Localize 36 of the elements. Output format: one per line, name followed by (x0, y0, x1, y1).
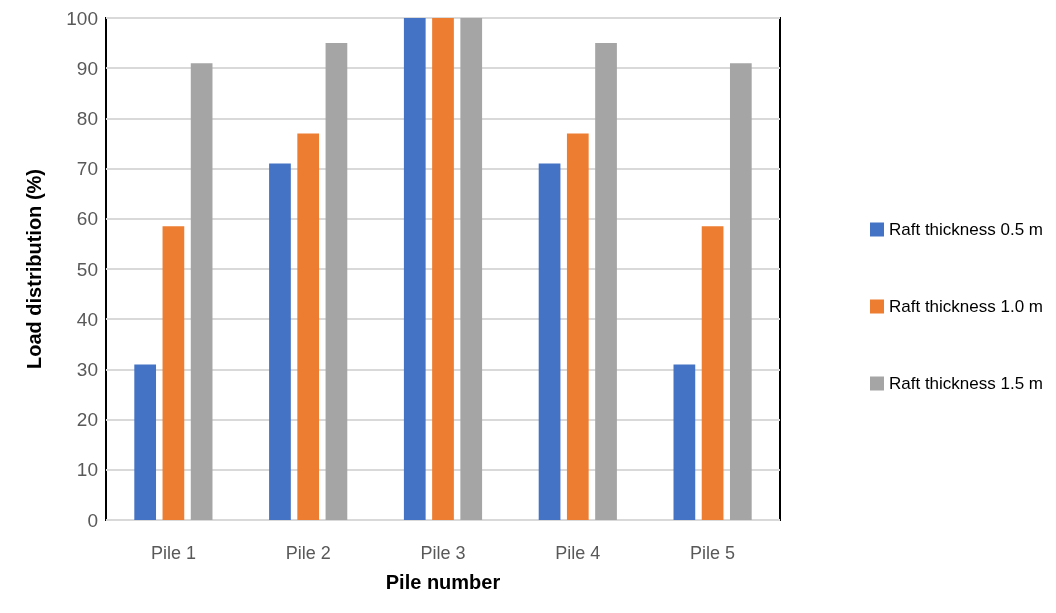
y-tick-label: 30 (76, 358, 98, 380)
bar (538, 163, 561, 520)
x-tick-label: Pile 5 (690, 543, 736, 563)
legend-label: Raft thickness 0.5 m (889, 220, 1044, 239)
y-tick-label: 20 (76, 409, 98, 431)
x-tick-label: Pile 1 (150, 543, 196, 563)
y-tick-label: 80 (76, 107, 98, 129)
y-tick-label: 50 (76, 258, 98, 280)
y-tick-label: 90 (76, 57, 98, 79)
y-axis-title: Load distribution (%) (23, 169, 45, 369)
x-tick-label: Pile 2 (285, 543, 331, 563)
legend-label: Raft thickness 1.5 m (889, 374, 1044, 393)
x-tick-label: Pile 3 (420, 543, 466, 563)
bar (134, 364, 157, 520)
bar (325, 43, 348, 520)
y-tick-label: 60 (76, 208, 98, 230)
y-tick-label: 100 (66, 7, 98, 29)
bar (729, 63, 752, 520)
bar (701, 226, 724, 520)
bar (190, 63, 213, 520)
bar (269, 163, 291, 520)
y-tick-label: 0 (87, 509, 98, 531)
bar (566, 133, 589, 520)
bar (432, 18, 454, 520)
y-tick-label: 40 (76, 308, 98, 330)
bar (403, 18, 426, 520)
bar (673, 364, 696, 520)
x-tick-label: Pile 4 (555, 543, 601, 563)
y-tick-label: 70 (76, 158, 98, 180)
x-axis-title: Pile number (385, 571, 501, 593)
bar (595, 43, 617, 520)
bar (162, 226, 185, 520)
legend-label: Raft thickness 1.0 m (889, 297, 1044, 316)
bar (297, 133, 320, 520)
bar (460, 18, 483, 520)
y-tick-label: 10 (76, 459, 98, 481)
